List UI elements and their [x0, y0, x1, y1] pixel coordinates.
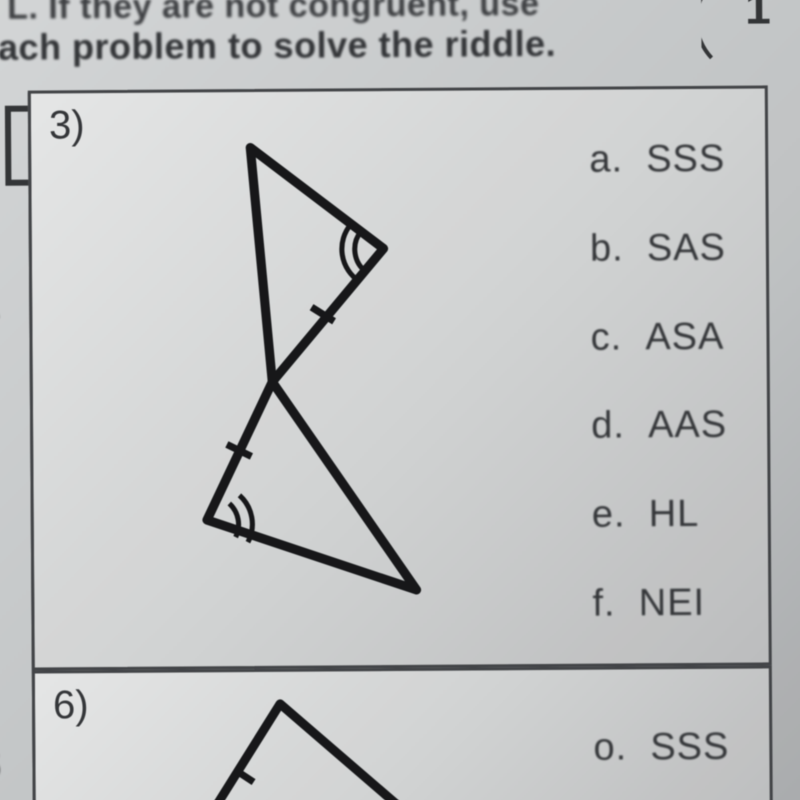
choice-o[interactable]: o. SSS	[593, 717, 729, 779]
question-3-cell: 3) a. SSS b. SAS c. ASA d. AAS e. HL f. …	[28, 85, 772, 670]
question-6-cell: 6) o. SSS	[32, 665, 773, 800]
choice-b[interactable]: b. SAS	[590, 218, 726, 280]
figure-triangles	[81, 120, 515, 643]
choice-d[interactable]: d. AAS	[591, 395, 727, 457]
choice-c[interactable]: c. ASA	[590, 306, 726, 368]
question-6-number: 6)	[53, 683, 89, 728]
question-3-choices: a. SSS b. SAS c. ASA d. AAS e. HL f. NEI	[589, 129, 728, 635]
left-bracket-fragment	[0, 103, 30, 193]
question-6-choices: o. SSS	[593, 717, 729, 779]
choice-e[interactable]: e. HL	[592, 484, 728, 546]
side-fragment-s: S	[0, 743, 1, 788]
circled-number-partial: 1	[701, 0, 800, 68]
question-3-number: 3)	[49, 103, 85, 148]
choice-f[interactable]: f. NEI	[592, 573, 728, 635]
instruction-line-2: each problem to solve the riddle.	[0, 23, 556, 69]
svg-text:1: 1	[745, 0, 771, 34]
choice-a[interactable]: a. SSS	[589, 129, 725, 191]
figure-q6-partial	[165, 691, 426, 800]
